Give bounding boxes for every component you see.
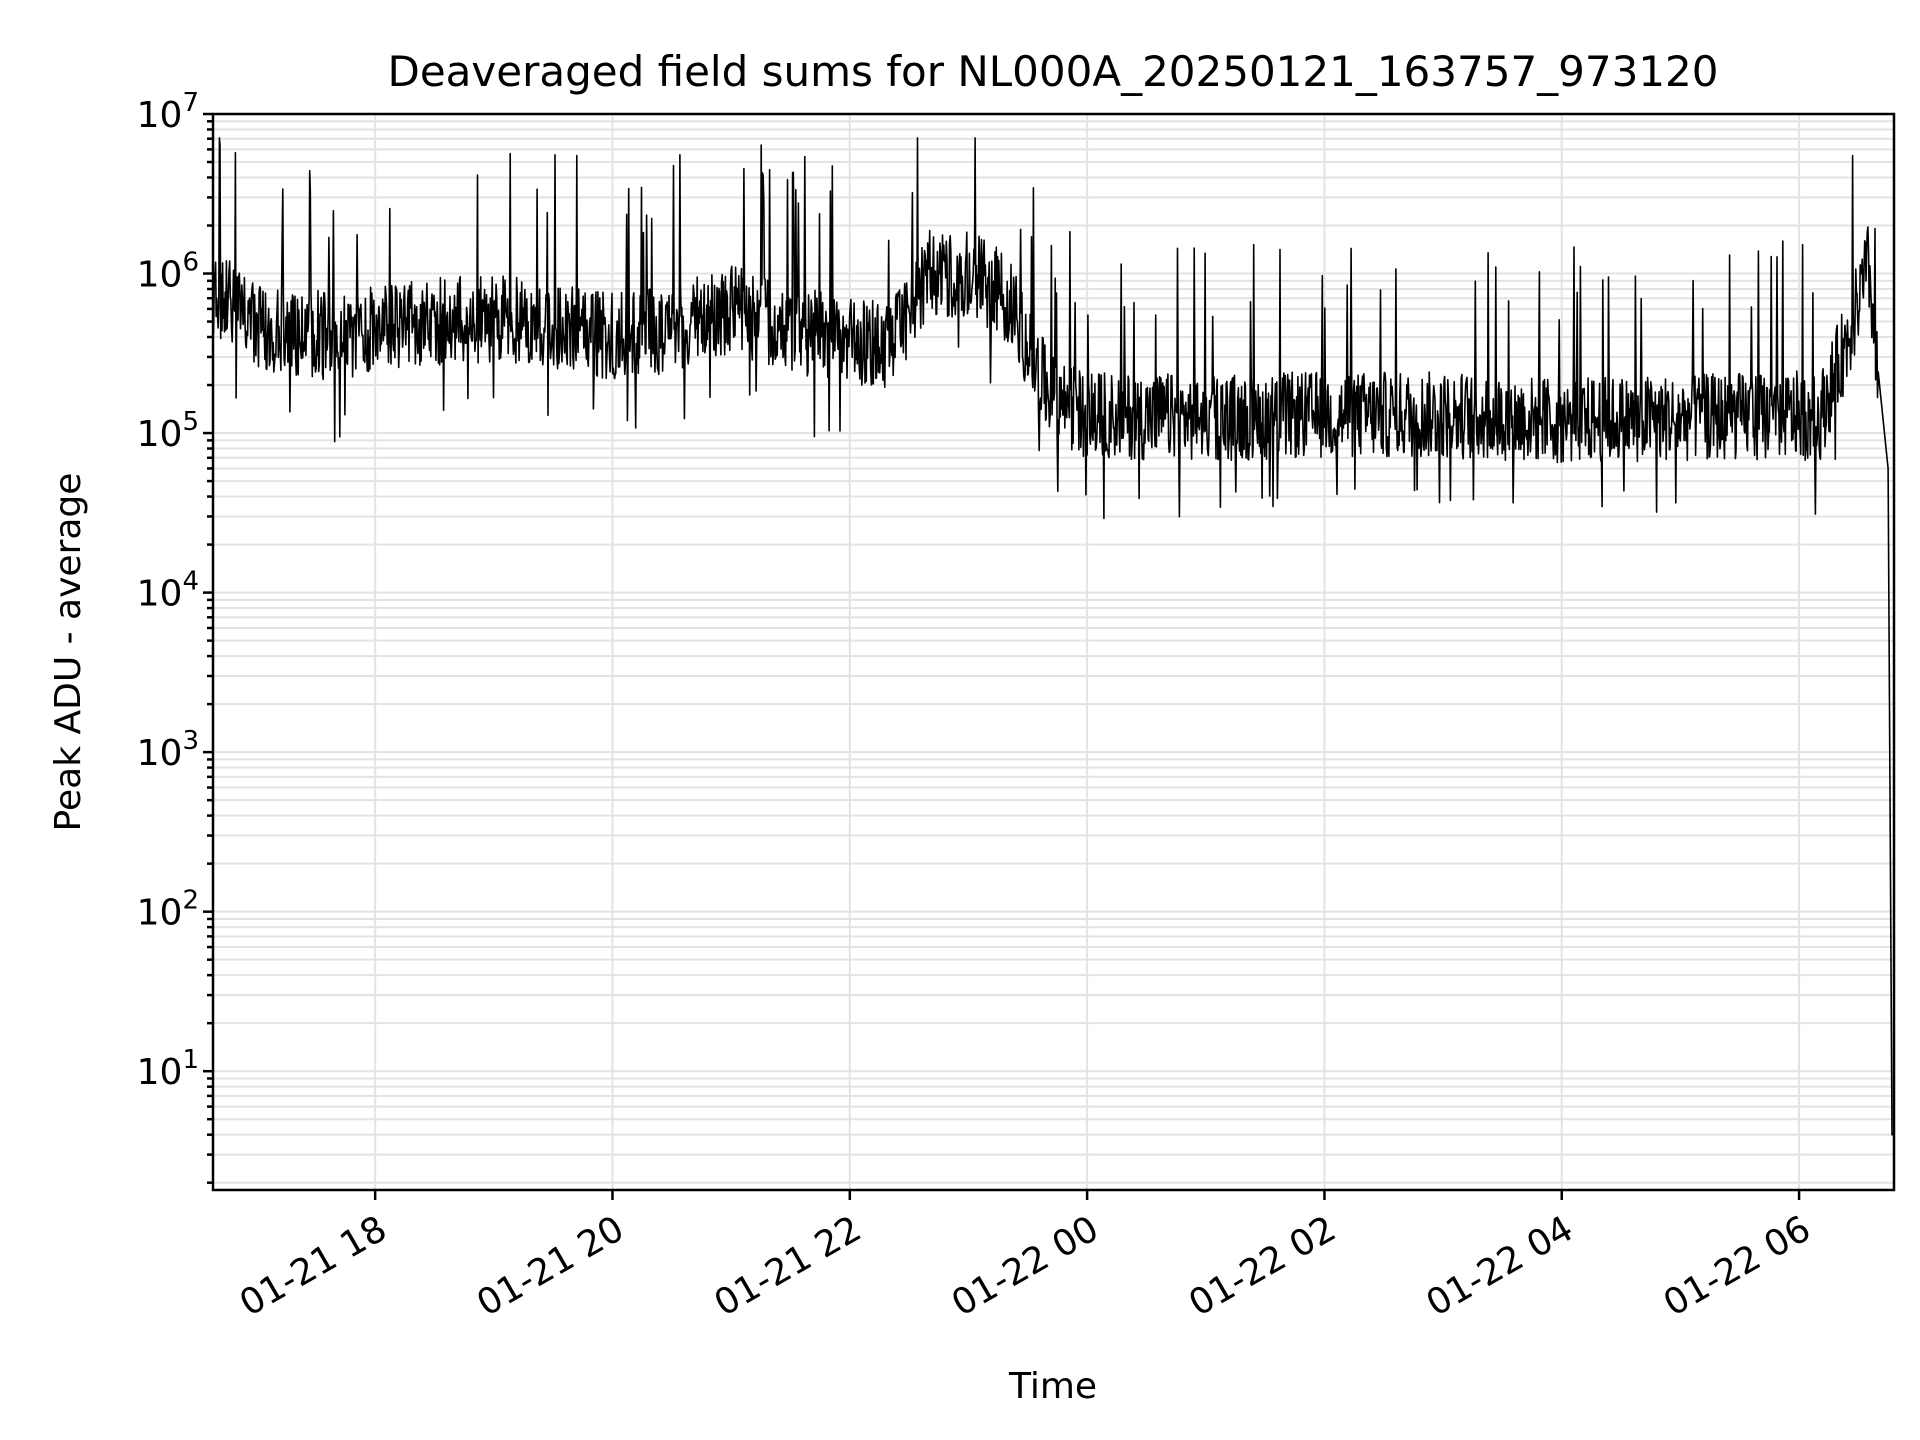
y-tick-base: 10 bbox=[137, 733, 183, 774]
x-tick-label: 01-21 18 bbox=[233, 1208, 394, 1324]
y-tick-label: 101 bbox=[137, 1045, 199, 1093]
y-tick-base: 10 bbox=[137, 414, 183, 455]
y-tick-base: 10 bbox=[137, 95, 183, 136]
y-tick-label: 103 bbox=[137, 726, 199, 774]
x-tick-label: 01-22 00 bbox=[945, 1208, 1106, 1324]
y-tick-exponent: 7 bbox=[182, 88, 199, 118]
y-tick-label: 104 bbox=[137, 567, 199, 615]
y-tick-exponent: 2 bbox=[182, 886, 199, 916]
series-layer bbox=[212, 137, 1894, 1136]
x-tick-label: 01-22 02 bbox=[1182, 1208, 1343, 1324]
y-tick-base: 10 bbox=[137, 1052, 183, 1093]
y-tick-base: 10 bbox=[137, 574, 183, 615]
y-tick-exponent: 3 bbox=[182, 726, 199, 756]
y-tick-label: 107 bbox=[137, 88, 199, 136]
x-axis-label: Time bbox=[1008, 1366, 1097, 1407]
plot-frame bbox=[211, 112, 1896, 1192]
y-tick-label: 106 bbox=[137, 248, 199, 296]
x-tick-label: 01-21 22 bbox=[708, 1208, 869, 1324]
chart-title: Deaveraged field sums for NL000A_2025012… bbox=[388, 47, 1719, 96]
series-line bbox=[212, 137, 1894, 1136]
y-tick-label: 105 bbox=[137, 407, 199, 455]
y-tick-exponent: 5 bbox=[182, 407, 199, 437]
grid-lines bbox=[213, 113, 1894, 1190]
x-tick-label: 01-22 04 bbox=[1420, 1208, 1581, 1324]
x-tick-label: 01-22 06 bbox=[1657, 1208, 1818, 1324]
y-tick-exponent: 4 bbox=[182, 567, 199, 597]
y-tick-exponent: 6 bbox=[182, 248, 199, 278]
y-tick-exponent: 1 bbox=[182, 1045, 199, 1075]
y-tick-base: 10 bbox=[137, 255, 183, 296]
x-tick-label: 01-21 20 bbox=[470, 1208, 631, 1324]
y-tick-base: 10 bbox=[137, 893, 183, 934]
y-axis-label: Peak ADU - average bbox=[48, 473, 89, 832]
y-tick-label: 102 bbox=[137, 886, 199, 934]
